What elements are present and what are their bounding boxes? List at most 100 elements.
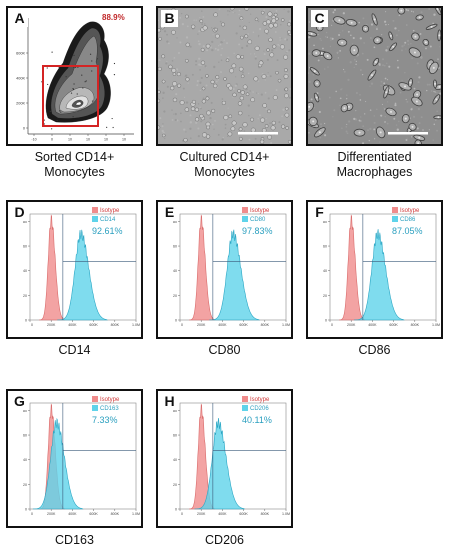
texture-speckle [265, 108, 268, 110]
texture-speckle [346, 94, 348, 96]
texture-speckle [347, 78, 350, 81]
texture-speckle [269, 122, 271, 124]
texture-speckle [247, 72, 250, 75]
cell [184, 14, 189, 19]
texture-speckle [211, 27, 213, 29]
texture-speckle [183, 128, 186, 131]
texture-speckle [421, 56, 423, 59]
cell [268, 37, 273, 43]
texture-speckle [258, 114, 261, 117]
caption-h: CD206 [205, 533, 244, 547]
texture-speckle [410, 136, 413, 138]
texture-speckle [355, 60, 357, 63]
texture-speckle [412, 29, 415, 32]
y-tick-label: 0 [25, 319, 27, 323]
texture-speckle [411, 57, 413, 60]
texture-speckle [166, 61, 168, 63]
cell [227, 131, 233, 137]
texture-speckle [308, 52, 311, 55]
texture-speckle [185, 36, 189, 39]
texture-speckle [215, 80, 218, 83]
texture-speckle [266, 33, 269, 35]
texture-speckle [260, 93, 263, 96]
cell-highlight [390, 110, 393, 113]
texture-speckle [323, 68, 326, 70]
y-tick-label: 20 [23, 483, 27, 487]
texture-speckle [235, 32, 238, 35]
texture-speckle [399, 91, 402, 94]
texture-speckle [397, 29, 400, 32]
x-tick-label: 0 [51, 138, 53, 142]
texture-speckle [394, 102, 397, 105]
caption-c: Differentiated Macrophages [306, 150, 443, 180]
cell [199, 113, 204, 119]
texture-speckle [367, 129, 370, 132]
texture-speckle [360, 120, 363, 122]
texture-speckle [257, 118, 259, 120]
texture-speckle [392, 19, 395, 22]
cell [284, 87, 289, 92]
y-tick-label: 20 [323, 294, 327, 298]
texture-speckle [263, 50, 265, 52]
texture-speckle [288, 19, 291, 23]
cell [158, 66, 162, 71]
texture-speckle [227, 9, 229, 12]
cell-highlight [417, 142, 420, 144]
legend-marker: CD86 [392, 216, 415, 224]
texture-speckle [434, 91, 436, 93]
texture-speckle [213, 65, 216, 69]
cell-highlight [438, 85, 441, 88]
event-dot [96, 58, 99, 60]
texture-speckle [382, 64, 384, 67]
cell [244, 8, 250, 11]
texture-speckle [166, 85, 169, 88]
texture-speckle [435, 119, 437, 121]
texture-speckle [404, 41, 407, 44]
texture-speckle [410, 108, 413, 111]
cell [242, 25, 247, 30]
texture-speckle [283, 8, 285, 10]
cell [283, 68, 288, 72]
cell [221, 22, 226, 27]
legend-marker: CD80 [242, 216, 265, 224]
legend-swatch [92, 396, 98, 402]
cell [283, 74, 289, 79]
texture-speckle [385, 49, 388, 52]
legend-label: Isotype [250, 397, 270, 403]
y-tick-label: 60 [173, 434, 177, 438]
legend-isotype: Isotype [392, 207, 419, 215]
panel-f-histogram: 0 20 40 60 80 0 200K 400K 600K 800K 1.0M F Isotype CD… [306, 200, 443, 339]
caption-line: Monocytes [44, 165, 105, 179]
y-tick-label: 80 [323, 220, 327, 224]
cell [205, 43, 211, 49]
texture-speckle [386, 45, 389, 48]
cell-highlight [409, 81, 412, 84]
texture-speckle [224, 123, 227, 126]
texture-speckle [319, 37, 322, 40]
texture-speckle [257, 36, 259, 38]
texture-speckle [221, 98, 224, 100]
texture-speckle [432, 139, 434, 141]
texture-speckle [359, 99, 362, 101]
texture-speckle [413, 115, 416, 118]
texture-speckle [369, 85, 371, 87]
cell [214, 27, 218, 32]
texture-speckle [269, 75, 272, 78]
texture-speckle [410, 42, 412, 45]
cell [267, 11, 273, 17]
legend-label: CD80 [250, 217, 266, 223]
texture-speckle [179, 41, 182, 44]
cell [205, 74, 209, 78]
texture-speckle [255, 92, 258, 94]
panel-c-micrograph: C [306, 6, 443, 146]
cell [267, 109, 271, 114]
texture-speckle [232, 88, 235, 91]
texture-speckle [175, 68, 179, 71]
texture-speckle [397, 66, 400, 69]
event-dot [106, 126, 108, 129]
texture-speckle [406, 137, 408, 139]
cell [238, 66, 244, 72]
texture-speckle [403, 44, 406, 46]
marker-curve [194, 418, 246, 510]
texture-speckle [339, 104, 341, 107]
